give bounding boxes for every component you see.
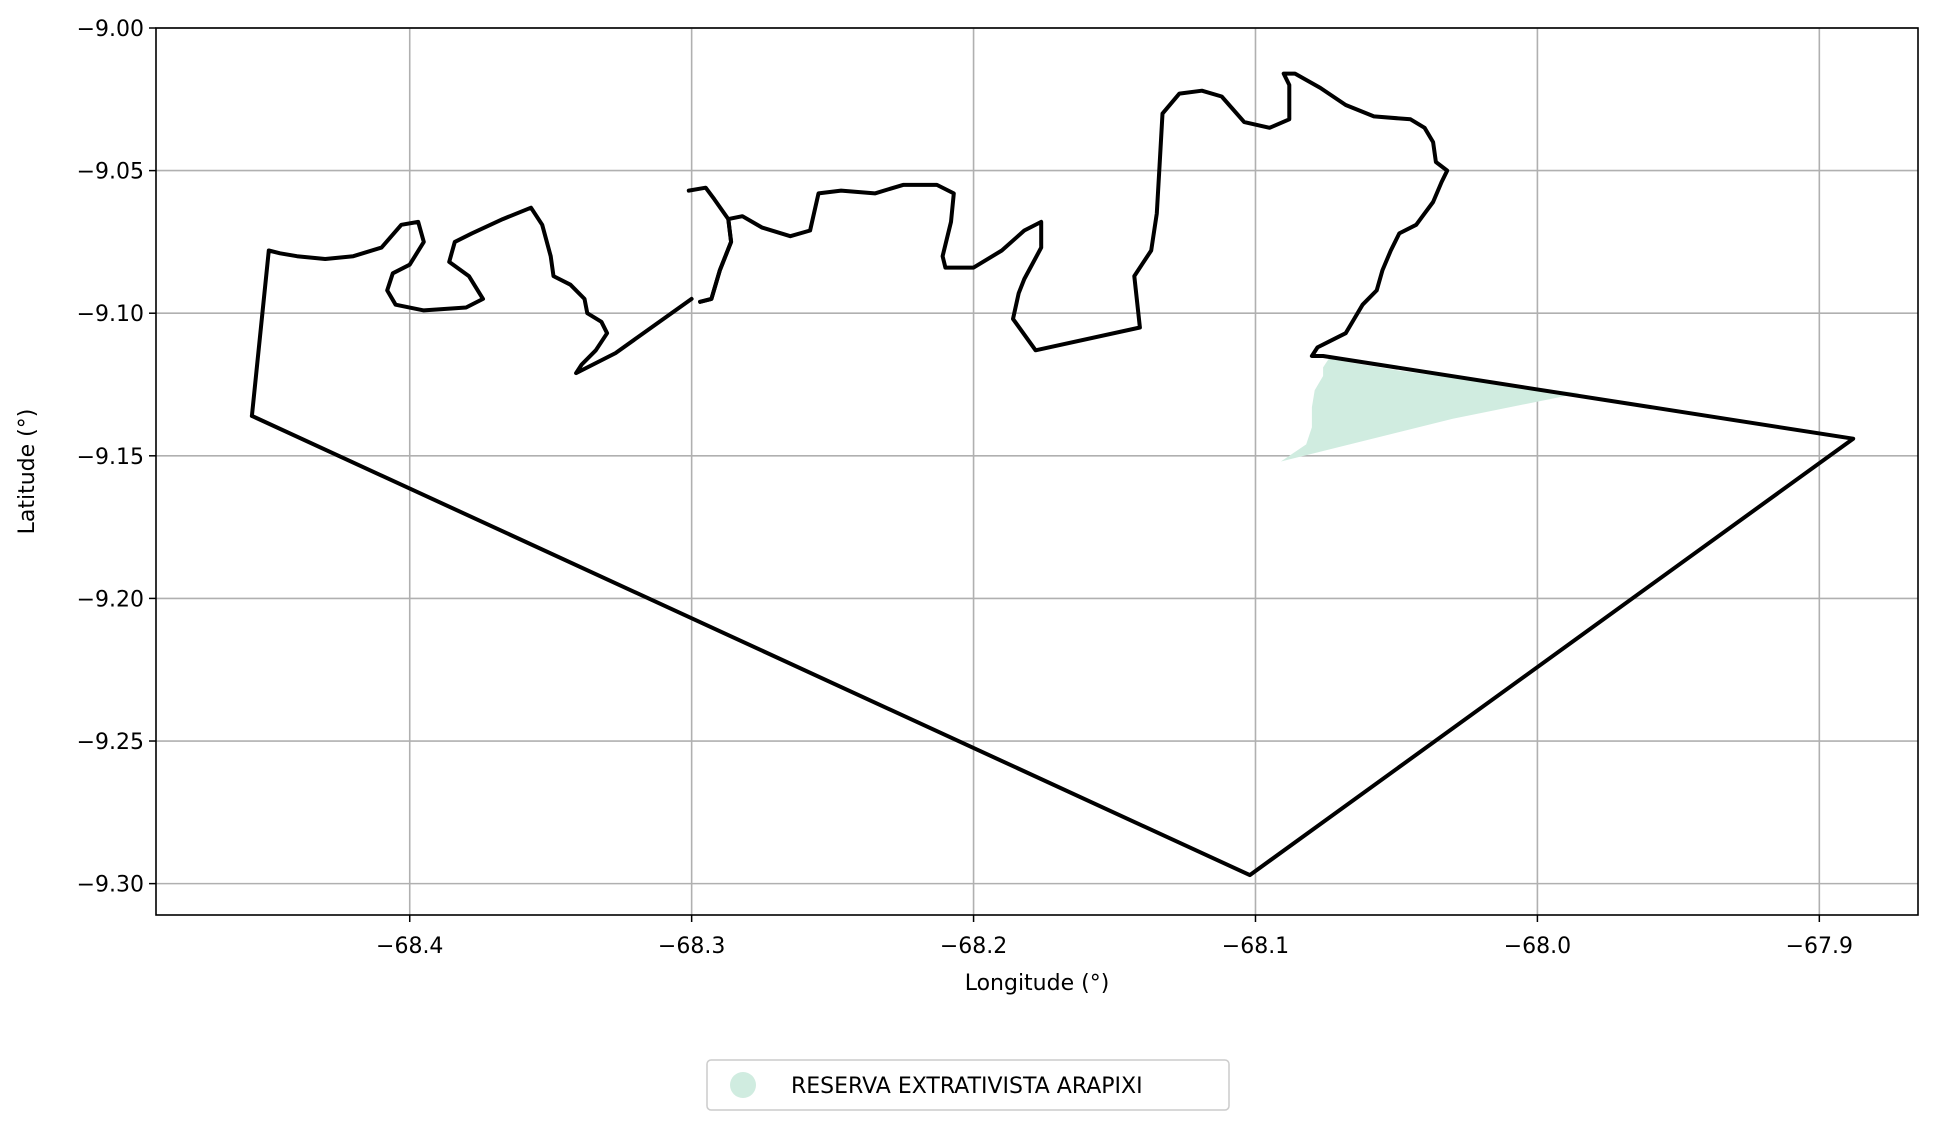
y-tick-label: −9.15 xyxy=(77,445,144,470)
boundary-west-segment xyxy=(249,205,694,418)
axis-ticks: −68.4 −68.3 −68.2 −68.1 −68.0 −67.9 −9.00 −9.05… xyxy=(77,17,1853,959)
x-tick-label: −68.4 xyxy=(376,934,443,959)
y-tick-label: −9.30 xyxy=(77,873,144,898)
x-axis-label: Longitude (°) xyxy=(965,971,1110,996)
y-tick-label: −9.05 xyxy=(77,160,144,185)
x-tick-label: −68.1 xyxy=(1222,934,1289,959)
x-tick-label: −68.0 xyxy=(1504,934,1571,959)
legend-marker xyxy=(730,1072,756,1098)
boundary-segment-1 xyxy=(249,71,1856,878)
y-tick-label: −9.10 xyxy=(77,302,144,327)
legend-label: RESERVA EXTRATIVISTA ARAPIXI xyxy=(791,1074,1143,1099)
boundary-segment-0 xyxy=(686,185,734,304)
boundary-layer xyxy=(249,71,1856,878)
y-tick-label: −9.25 xyxy=(77,730,144,755)
x-tick-label: −68.3 xyxy=(658,934,725,959)
y-tick-label: −9.20 xyxy=(77,587,144,612)
y-tick-label: −9.00 xyxy=(77,17,144,42)
x-tick-label: −67.9 xyxy=(1786,934,1853,959)
legend: RESERVA EXTRATIVISTA ARAPIXI xyxy=(706,1059,1230,1111)
x-tick-label: −68.2 xyxy=(940,934,1007,959)
grid-lines xyxy=(156,27,1918,915)
legend-box xyxy=(706,1059,1230,1111)
plot-frame xyxy=(155,27,1919,916)
y-axis-label: Latitude (°) xyxy=(15,409,40,535)
